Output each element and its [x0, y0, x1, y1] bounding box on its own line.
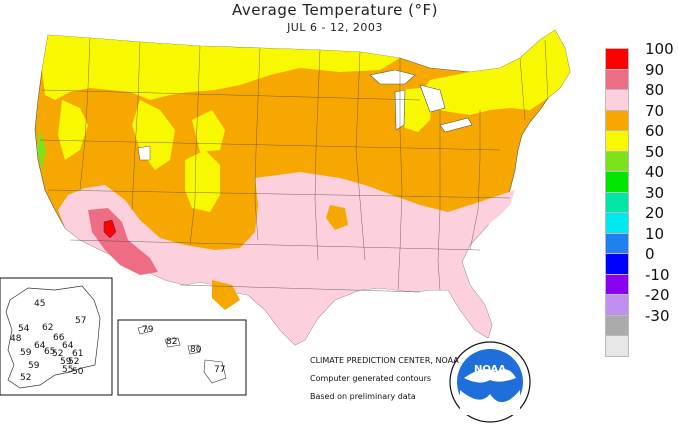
legend-swatch: [605, 273, 629, 296]
legend-tick-label: 70: [645, 101, 665, 120]
hawaii-station-value: 77: [214, 365, 225, 375]
alaska-station-value: 65: [44, 347, 55, 357]
legend-swatch: [605, 212, 629, 234]
hawaii-station-value: 80: [190, 345, 202, 355]
legend-row: 70: [605, 102, 675, 132]
yellow-rockies-1: [185, 150, 220, 212]
legend-swatch: [605, 150, 629, 173]
map-subtitle: JUL 6 - 12, 2003: [287, 21, 383, 34]
orange-southwest-island: [212, 280, 240, 310]
map-title: Average Temperature (°F): [232, 1, 438, 19]
legend-tick-label: -10: [645, 265, 670, 284]
alaska-station-value: 66: [53, 333, 65, 343]
alaska-station-value: 52: [20, 373, 31, 383]
alaska-station-value: 50: [72, 367, 84, 377]
legend-row: [605, 335, 675, 357]
alaska-station-value: 61: [72, 349, 83, 359]
alaska-station-value: 52: [68, 357, 79, 367]
hawaii-island-big: [203, 359, 227, 384]
alaska-station-value: 59: [28, 361, 40, 371]
lake-huron: [419, 84, 446, 113]
pink-south: [58, 172, 515, 345]
lake-superior: [369, 69, 416, 85]
legend-row: 20: [605, 204, 675, 234]
legend-swatch: [605, 294, 629, 316]
hawaii-values: 79 82 80 77: [142, 325, 225, 375]
alaska-station-value: 55: [62, 365, 73, 375]
legend-tick-label: -30: [645, 306, 670, 325]
hot-core-red: [103, 219, 117, 239]
legend-swatch: [605, 89, 629, 111]
legend-row: 60: [605, 122, 675, 152]
yellow-michigan: [398, 88, 432, 132]
legend-tick-label: 10: [645, 224, 665, 243]
legend-swatch: [605, 109, 629, 132]
yellow-north-band: [42, 35, 400, 100]
hawaii-island-1: [137, 325, 149, 335]
alaska-station-value: 62: [42, 323, 53, 333]
legend-swatch: [605, 191, 629, 214]
legend-row: -10: [605, 266, 675, 296]
legend-tick-label: -20: [645, 286, 670, 304]
legend-swatch: [605, 314, 629, 337]
credit-center: CLIMATE PREDICTION CENTER, NOAA: [310, 356, 459, 365]
legend-tick-label: 20: [645, 204, 665, 222]
alaska-station-value: 48: [10, 334, 22, 344]
alaska-station-value: 59: [60, 357, 72, 367]
legend-swatch: [605, 48, 629, 70]
legend-swatch: [605, 232, 629, 255]
noaa-logo-text: NOAA: [474, 364, 506, 375]
hawaii-island-3: [187, 344, 201, 355]
alaska-station-value: 64: [62, 341, 74, 351]
great-salt-lake: [137, 145, 151, 161]
legend-row: 30: [605, 184, 675, 214]
green-wa-coast: [37, 130, 46, 170]
hawaii-station-value: 79: [142, 325, 154, 335]
hawaii-island-2: [164, 337, 181, 348]
alaska-station-value: 59: [20, 348, 32, 358]
state-borders: [39, 37, 549, 293]
yellow-colorado: [192, 110, 225, 152]
legend-row: 90: [605, 61, 675, 91]
legend-tick-label: 90: [645, 60, 665, 79]
orange-texas-spot: [326, 205, 348, 230]
legend-tick-label: 100: [645, 40, 674, 58]
legend-row: 100: [605, 40, 675, 70]
alaska-station-value: 57: [75, 316, 86, 326]
hawaii-station-value: 82: [166, 337, 177, 347]
credit-computer-generated: Computer generated contours: [310, 374, 432, 383]
legend-tick-label: 40: [645, 163, 665, 181]
alaska-station-value: 64: [34, 341, 46, 351]
alaska-outline: [5, 285, 101, 389]
legend-tick-label: 0: [645, 245, 655, 263]
yellow-northeast: [420, 30, 570, 115]
hawaii-inset-frame: [117, 319, 247, 396]
legend-swatch: [605, 68, 629, 91]
yellow-nevada: [58, 100, 88, 160]
legend-row: 50: [605, 143, 675, 173]
legend-row: 10: [605, 225, 675, 255]
alaska-station-value: 52: [52, 349, 63, 359]
legend-row: 40: [605, 163, 675, 193]
legend-tick-label: 60: [645, 122, 665, 140]
legend-swatch: [605, 253, 629, 275]
alaska-station-value: 45: [34, 299, 45, 309]
legend-tick-label: 50: [645, 142, 665, 161]
legend-swatch: [605, 171, 629, 193]
legend-tick-label: 80: [645, 81, 665, 99]
alaska-station-value: 54: [18, 324, 30, 334]
noaa-logo: NOAA: [449, 341, 531, 423]
lake-erie: [439, 117, 473, 133]
legend-row: -30: [605, 307, 675, 337]
legend-tick-label: 30: [645, 183, 665, 202]
legend-row: 80: [605, 81, 675, 111]
legend-swatch: [605, 130, 629, 152]
legend-swatch: [605, 335, 629, 357]
credit-preliminary: Based on preliminary data: [310, 392, 416, 401]
